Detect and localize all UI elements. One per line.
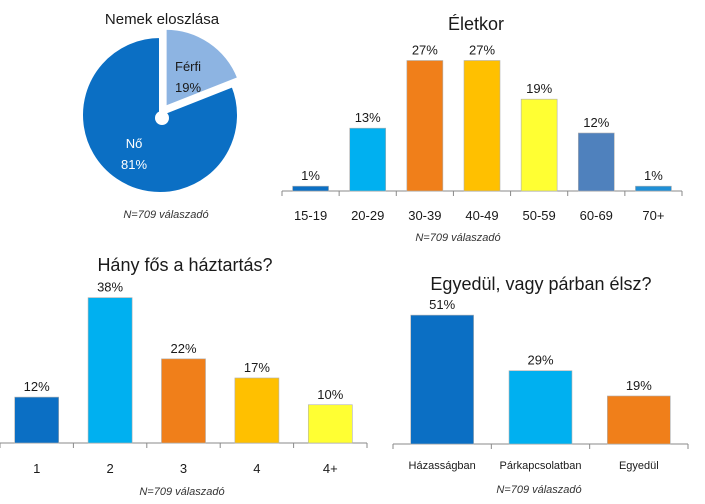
gender-chart-note: N=709 válaszadó: [123, 209, 208, 221]
pie-center-hole: [155, 111, 169, 125]
household-bar-1: [87, 297, 133, 444]
household-bar-2: [161, 358, 206, 444]
age-bar-label-5: 12%: [583, 115, 609, 130]
age-bar-label-4: 19%: [526, 81, 552, 96]
relationship-category-label-0: Házasságban: [409, 460, 476, 472]
relationship-bar-label-0: 51%: [429, 297, 455, 312]
relationship-bar-label-1: 29%: [527, 353, 553, 368]
age-bar-6: [635, 185, 672, 192]
pie-slice-1: [81, 35, 239, 194]
age-category-label-2: 30-39: [408, 208, 441, 223]
age-bar-4: [520, 98, 558, 192]
relationship-category-label-1: Párkapcsolatban: [500, 460, 582, 472]
relationship-bar-label-2: 19%: [626, 378, 652, 393]
household-bar-label-2: 22%: [170, 341, 196, 356]
age-category-label-4: 50-59: [523, 208, 556, 223]
relationship-category-label-2: Egyedül: [619, 460, 659, 472]
pie-label-ferfi: Férfi: [175, 59, 201, 74]
household-category-label-3: 4: [253, 461, 260, 476]
relationship-bar-2: [607, 395, 671, 445]
household-bar-label-0: 12%: [24, 379, 50, 394]
household-bar-3: [234, 377, 280, 444]
age-bar-5: [577, 132, 615, 192]
gender-pie-chart: Nemek eloszlása Férfi 19% Nő 81% N=709 v…: [81, 11, 240, 221]
relationship-bar-0: [410, 314, 474, 445]
household-chart-title: Hány fős a háztartás?: [97, 255, 272, 275]
household-bar-chart: Hány fős a háztartás? 12% 1 38% 2 22% 3 17% 4 10…: [0, 255, 368, 498]
age-chart-title: Életkor: [448, 14, 504, 34]
age-bar-1: [349, 127, 387, 192]
relationship-bar-chart: Egyedül, vagy párban élsz? 51% Házasságba…: [392, 274, 689, 496]
household-bar-label-3: 17%: [244, 360, 270, 375]
age-chart-note: N=709 válaszadó: [415, 232, 500, 244]
age-bar-3: [463, 60, 501, 192]
age-bar-label-3: 27%: [469, 43, 495, 58]
age-category-label-5: 60-69: [580, 208, 613, 223]
household-category-label-4: 4+: [323, 461, 338, 476]
household-bar-label-4: 10%: [317, 387, 343, 402]
age-category-label-1: 20-29: [351, 208, 384, 223]
age-category-label-0: 15-19: [294, 208, 327, 223]
age-bar-label-0: 1%: [301, 168, 320, 183]
household-chart-note: N=709 válaszadó: [139, 486, 224, 498]
pie-label-no: Nő: [126, 136, 143, 151]
age-category-label-3: 40-49: [465, 208, 498, 223]
gender-chart-title: Nemek eloszlása: [105, 11, 220, 28]
relationship-bar-1: [508, 370, 573, 445]
age-bar-2: [406, 60, 444, 192]
relationship-chart-note: N=709 válaszadó: [496, 484, 581, 496]
age-bar-chart: Életkor 1% 15-19 13% 20-29 27% 30-39 27% 40-49 1…: [281, 14, 683, 244]
age-bar-label-2: 27%: [412, 43, 438, 58]
household-bar-0: [14, 396, 60, 444]
household-category-label-0: 1: [33, 461, 40, 476]
pie-value-no: 81%: [121, 157, 147, 172]
age-bar-label-1: 13%: [355, 110, 381, 125]
household-category-label-1: 2: [106, 461, 113, 476]
household-bar-4: [307, 404, 353, 444]
pie-slice-0: [164, 27, 240, 109]
pie-value-ferfi: 19%: [175, 80, 201, 95]
age-bar-0: [292, 185, 329, 192]
relationship-chart-title: Egyedül, vagy párban élsz?: [430, 274, 651, 294]
age-category-label-6: 70+: [642, 208, 664, 223]
household-category-label-2: 3: [180, 461, 187, 476]
household-bar-label-1: 38%: [97, 280, 123, 295]
age-bar-label-6: 1%: [644, 168, 663, 183]
